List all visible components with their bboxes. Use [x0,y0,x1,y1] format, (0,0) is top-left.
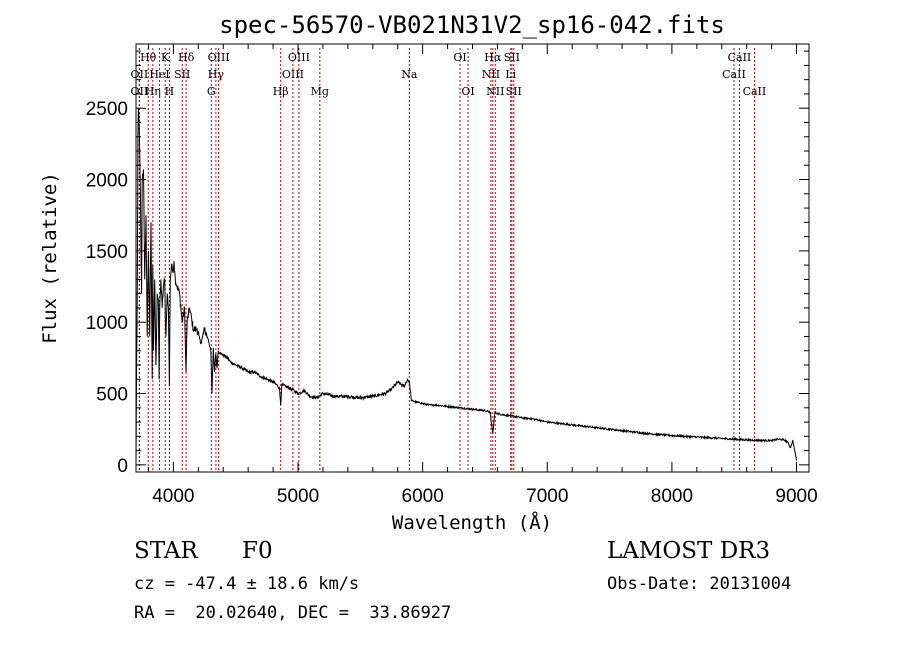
line-marker-label: Hα [484,51,502,64]
line-marker-label: SII [504,51,520,64]
y-tick-label: 1000 [86,313,128,334]
survey-name: LAMOST DR3 [607,538,771,564]
spectrum-line-spectrum [135,108,797,465]
x-tick-label: 9000 [775,486,817,507]
line-marker-label: SII [506,85,522,98]
y-axis-label: Flux (relative) [39,172,61,344]
line-marker-label: K [161,51,170,64]
line-marker-label: OII [131,68,149,81]
plot-frame [135,43,810,473]
obs-date: Obs-Date: 20131004 [607,574,792,594]
x-tick-label: 6000 [402,486,444,507]
line-marker-label: Hβ [273,85,289,98]
y-tick-label: 2500 [86,99,128,120]
chart-title: spec-56570-VB021N31V2_sp16-042.fits [219,11,725,39]
line-marker-label: CaII [722,68,746,81]
line-marker-label: H [165,85,175,98]
line-marker-label: SII [174,68,190,81]
spectrum-series [135,108,797,465]
line-marker-label: Na [401,68,418,81]
line-marker-label: HeI [149,68,169,81]
line-marker-label: OI [461,85,474,98]
line-marker-label: OIII [282,68,304,81]
line-marker-label: NII [486,85,504,98]
line-marker-label: CaII [743,85,767,98]
spectral-line-markers: OII OII Hθ Hη HeI K H SII Hδ G Hγ OIII Hβ OIII OIII Mg N… [131,48,767,472]
y-tick-label: 500 [96,385,128,406]
coordinates: RA = 20.02640, DEC = 33.86927 [134,603,452,623]
x-tick-label: 5000 [277,486,319,507]
y-axis-ticks: 0 500 1000 1500 2000 2500 [86,50,809,477]
y-tick-label: 1500 [86,242,128,263]
x-tick-label: 7000 [526,486,568,507]
line-marker-label: G [207,85,216,98]
line-marker-label: Hδ [178,51,195,64]
line-marker-label: OIII [288,51,310,64]
object-subclass: F0 [242,538,273,564]
line-marker-label: OII [131,85,149,98]
object-class: STAR [134,538,198,564]
line-marker-label: OI [453,51,466,64]
y-tick-label: 0 [117,456,128,477]
line-marker-label: Li [505,68,516,81]
x-tick-label: 8000 [651,486,693,507]
line-marker-label: NII [482,68,500,81]
x-axis-ticks: 4000 5000 6000 7000 8000 9000 [147,44,818,507]
line-marker-label: OIII [208,51,230,64]
line-marker-label: Hθ [140,51,157,64]
y-tick-label: 2000 [86,171,128,192]
line-marker-label: Mg [311,85,329,98]
line-marker-label: Hγ [208,68,225,81]
line-marker-label: CaII [728,51,752,64]
x-tick-label: 4000 [152,486,194,507]
redshift-cz: cz = -47.4 ± 18.6 km/s [134,574,360,594]
x-axis-label: Wavelength (Å) [392,511,552,534]
line-marker-label: Hη [145,85,161,98]
